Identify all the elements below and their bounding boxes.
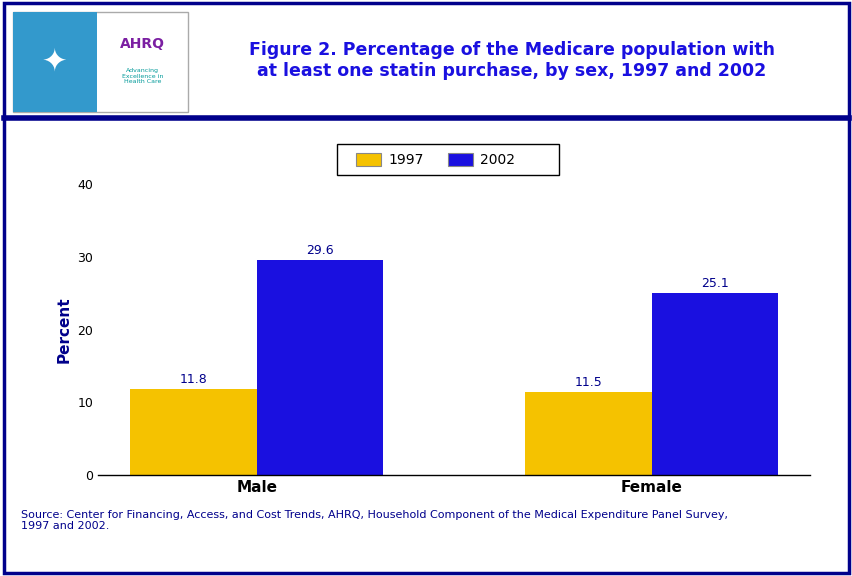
Text: Source: Center for Financing, Access, and Cost Trends, AHRQ, Household Component: Source: Center for Financing, Access, an… — [21, 510, 728, 531]
Text: Figure 2. Percentage of the Medicare population with
at least one statin purchas: Figure 2. Percentage of the Medicare pop… — [249, 41, 774, 80]
Bar — [651, 293, 777, 475]
Text: 2002: 2002 — [480, 153, 515, 166]
Text: 29.6: 29.6 — [306, 244, 333, 257]
Bar — [256, 260, 383, 475]
Bar — [130, 389, 256, 475]
Text: ✦: ✦ — [42, 47, 67, 77]
Text: 25.1: 25.1 — [700, 276, 728, 290]
Y-axis label: Percent: Percent — [57, 297, 72, 363]
Text: 1997: 1997 — [388, 153, 423, 166]
Text: Advancing
Excellence in
Health Care: Advancing Excellence in Health Care — [121, 68, 163, 84]
Bar — [525, 392, 651, 475]
Text: 11.8: 11.8 — [180, 373, 207, 386]
Text: AHRQ: AHRQ — [119, 37, 164, 51]
Text: 11.5: 11.5 — [574, 376, 602, 389]
